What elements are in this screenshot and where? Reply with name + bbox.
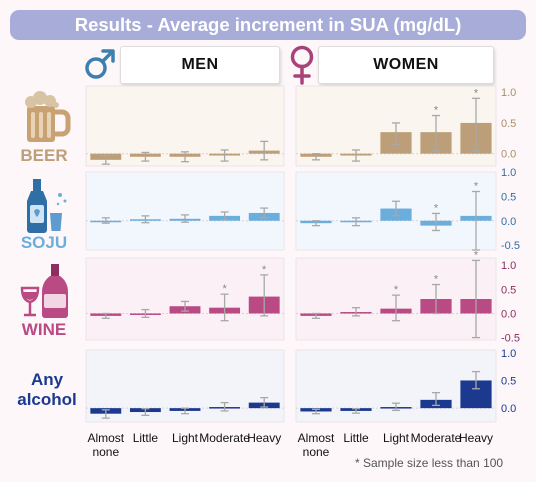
x-tick-label: Little [133, 431, 159, 445]
x-tick-label: Moderate [199, 431, 250, 445]
soju-label: SOJU [20, 233, 68, 252]
men-header: MEN [120, 46, 280, 84]
footnote: * Sample size less than 100 [355, 456, 504, 470]
chart-title: Results - Average increment in SUA (mg/d… [10, 10, 526, 40]
y-tick-label: 1.0 [501, 167, 516, 179]
asterisk: * [474, 181, 479, 193]
asterisk: * [434, 105, 439, 117]
asterisk: * [434, 274, 439, 286]
y-tick-label: -0.5 [501, 240, 520, 252]
y-tick-label: -0.5 [501, 333, 520, 345]
beer-mug-icon [25, 91, 71, 142]
y-tick-label: 1.0 [501, 87, 516, 99]
y-tick-label: 0.0 [501, 403, 516, 415]
women-label: WOMEN [373, 56, 439, 73]
wine-label: WINE [21, 320, 67, 339]
x-tick-label: Heavy [459, 431, 493, 445]
asterisk: * [474, 87, 479, 99]
y-tick-label: 0.5 [501, 284, 516, 296]
wine-bottle-glass-icon [20, 264, 68, 318]
y-tick-label: 0.5 [501, 191, 516, 203]
female-symbol-icon [290, 45, 314, 85]
y-tick-label: 1.0 [501, 260, 516, 272]
asterisk: * [474, 249, 479, 261]
y-tick-label: 0.0 [501, 149, 516, 161]
x-tick-label: Light [383, 431, 410, 445]
y-tick-label: 0.5 [501, 375, 516, 387]
panel-background [85, 171, 285, 251]
x-tick-label: Almost none [87, 431, 124, 459]
men-label: MEN [181, 56, 219, 73]
male-symbol-icon [85, 49, 115, 79]
asterisk: * [222, 283, 227, 295]
beer-label: BEER [20, 146, 68, 165]
y-tick-label: 0.0 [501, 216, 516, 228]
x-tick-label: Little [343, 431, 369, 445]
x-tick-label: Light [172, 431, 199, 445]
y-tick-label: 0.5 [501, 118, 516, 130]
x-tick-label: Almost none [298, 431, 335, 459]
x-tick-label: Moderate [411, 431, 462, 445]
asterisk: * [262, 264, 267, 276]
soju-bottle-icon [27, 179, 67, 233]
y-tick-label: 0.0 [501, 308, 516, 320]
asterisk: * [394, 284, 399, 296]
y-tick-label: 1.0 [501, 348, 516, 360]
any-alcohol-label: Any alcohol [17, 370, 77, 409]
asterisk: * [434, 202, 439, 214]
x-tick-label: Heavy [247, 431, 281, 445]
women-header: WOMEN [318, 46, 494, 84]
